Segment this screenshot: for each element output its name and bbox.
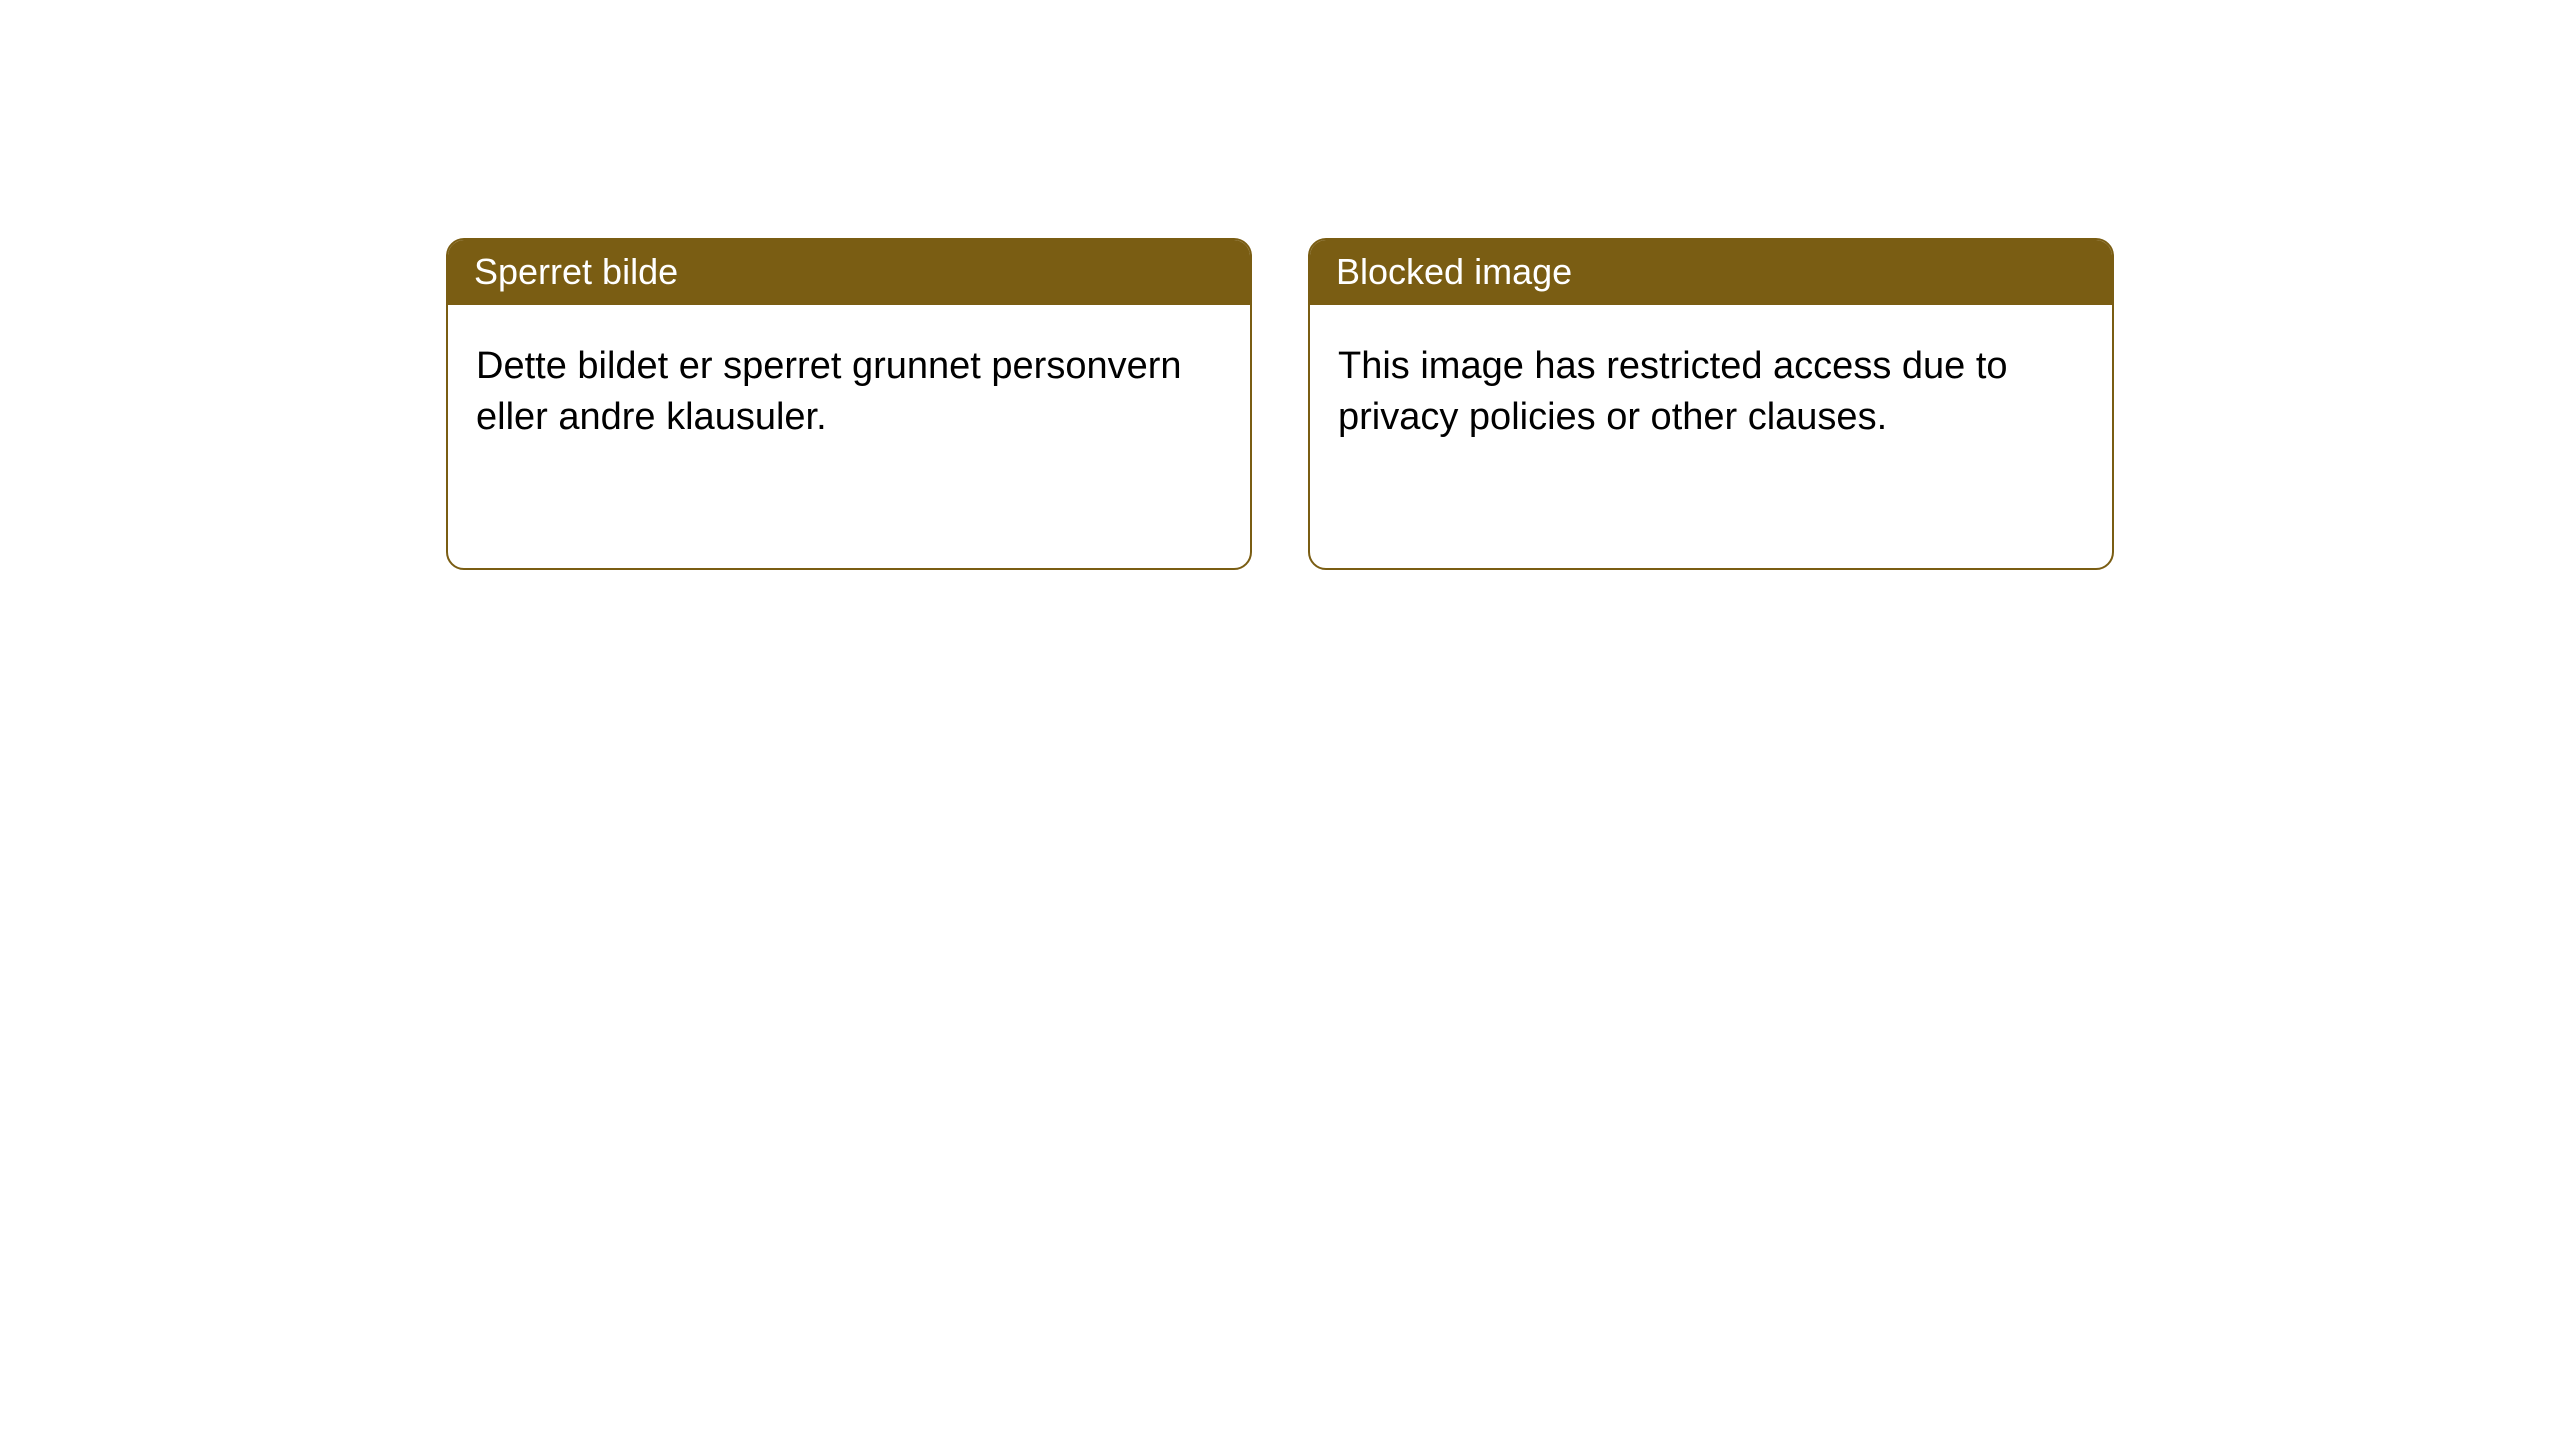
notice-panel-english: Blocked image This image has restricted … bbox=[1308, 238, 2114, 570]
notice-panel-body: This image has restricted access due to … bbox=[1310, 305, 2112, 480]
notice-container: Sperret bilde Dette bildet er sperret gr… bbox=[0, 238, 2560, 570]
notice-panel-body: Dette bildet er sperret grunnet personve… bbox=[448, 305, 1250, 480]
notice-panel-title: Blocked image bbox=[1310, 240, 2112, 305]
notice-panel-norwegian: Sperret bilde Dette bildet er sperret gr… bbox=[446, 238, 1252, 570]
notice-panel-title: Sperret bilde bbox=[448, 240, 1250, 305]
